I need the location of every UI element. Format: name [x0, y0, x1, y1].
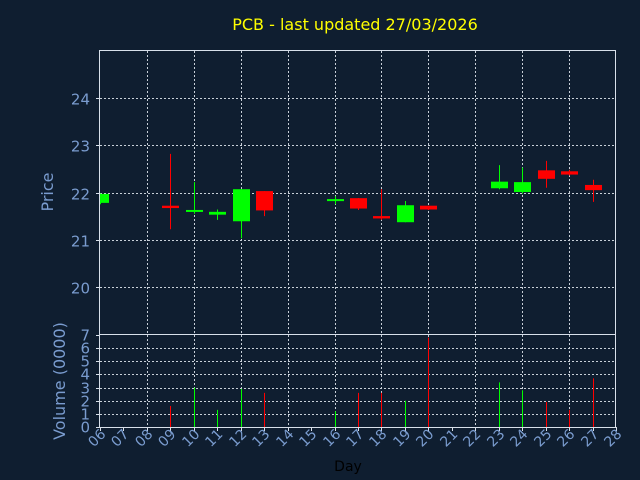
candle-23 — [491, 165, 508, 190]
x-tick-label: 27 — [578, 427, 602, 451]
x-tick-label: 14 — [273, 426, 297, 450]
volume-tick-label: 1 — [80, 406, 90, 424]
x-tick-label: 18 — [366, 427, 390, 451]
candle-body — [162, 205, 179, 209]
price-plot-frame — [99, 50, 616, 335]
price-tick-label: 21 — [71, 233, 90, 251]
volume-tick-label: 7 — [80, 327, 90, 345]
price-y-ticks: 20 21 22 23 24 — [71, 91, 100, 298]
x-tick-label: 16 — [320, 426, 344, 450]
volume-tick-label: 2 — [80, 393, 90, 411]
candle-body — [514, 182, 531, 193]
candle-11 — [209, 209, 226, 220]
price-y-axis-label: Price — [38, 172, 57, 211]
x-tick-label: 08 — [132, 427, 156, 451]
candle-17 — [350, 198, 367, 210]
candle-body — [209, 211, 226, 215]
candle-18 — [373, 189, 390, 220]
price-tick-label: 20 — [71, 280, 90, 298]
candle-body — [100, 193, 109, 203]
price-candles — [100, 153, 602, 239]
price-tick-label: 23 — [71, 138, 90, 156]
x-tick-label: 26 — [554, 426, 578, 450]
volume-tick-label: 0 — [80, 419, 90, 437]
volume-tick-label: 6 — [80, 340, 90, 358]
candle-body — [233, 189, 250, 222]
x-tick-label: 25 — [531, 427, 555, 451]
x-tick-label: 15 — [296, 427, 320, 451]
x-tick-label: 23 — [484, 427, 508, 451]
candle-06 — [100, 193, 109, 205]
candle-16 — [327, 196, 344, 205]
x-tick-label: 10 — [179, 427, 203, 451]
candle-24 — [514, 167, 531, 194]
x-tick-label: 12 — [226, 427, 250, 451]
x-tick-label: 09 — [155, 427, 179, 451]
x-tick-label: 20 — [413, 427, 437, 451]
x-tick-label: 13 — [249, 427, 273, 451]
x-tick-label: 19 — [390, 427, 414, 451]
x-tick-label: 21 — [437, 427, 461, 451]
candle-body — [373, 216, 390, 219]
candle-body — [327, 199, 344, 202]
candle-09 — [162, 153, 179, 230]
price-grid — [100, 51, 616, 334]
chart-title: PCB - last updated 27/03/2026 — [232, 15, 478, 34]
volume-plot-frame — [99, 334, 616, 428]
x-tick-label: 11 — [202, 427, 226, 451]
price-tick-label: 22 — [71, 186, 90, 204]
candle-10 — [186, 182, 203, 214]
candle-body — [256, 191, 273, 211]
candle-25 — [538, 160, 555, 188]
x-tick-label: 07 — [108, 427, 132, 451]
candle-body — [585, 184, 602, 191]
candle-27 — [585, 179, 602, 202]
x-ticks: 06 07 08 09 10 11 12 13 14 15 16 17 18 19 20 21 22 23 24 25… — [85, 426, 625, 450]
volume-bars — [170, 337, 594, 427]
x-tick-label: 28 — [601, 427, 625, 451]
x-axis-label: Day — [334, 459, 362, 475]
candle-body — [420, 205, 437, 210]
candle-body — [491, 181, 508, 189]
x-tick-label: 17 — [343, 427, 367, 451]
price-tick-label: 24 — [71, 91, 90, 109]
x-tick-label: 24 — [507, 426, 531, 450]
volume-tick-label: 3 — [80, 380, 90, 398]
x-tick-label: 22 — [460, 427, 484, 451]
candle-body — [538, 170, 555, 179]
volume-tick-label: 4 — [80, 366, 90, 384]
candle-body — [350, 198, 367, 209]
candle-body — [186, 209, 203, 212]
candle-body — [561, 171, 578, 175]
candle-20 — [420, 205, 437, 210]
candle-12 — [233, 189, 250, 239]
candle-13 — [256, 191, 273, 217]
candle-26 — [561, 169, 578, 176]
candle-19 — [397, 200, 414, 223]
volume-tick-label: 5 — [80, 353, 90, 371]
volume-y-axis-label: Volume (0000) — [50, 322, 69, 440]
candle-body — [397, 205, 414, 223]
